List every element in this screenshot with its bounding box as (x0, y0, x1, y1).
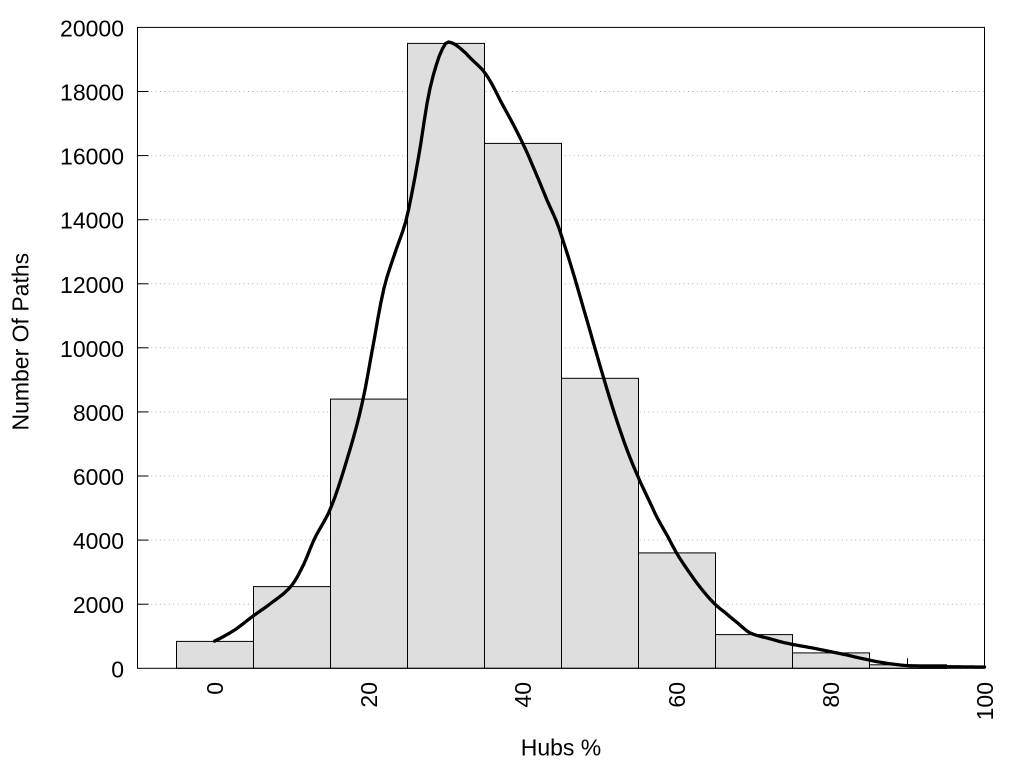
svg-text:40: 40 (510, 682, 536, 708)
svg-text:14000: 14000 (60, 208, 124, 234)
svg-text:Hubs %: Hubs % (521, 735, 602, 761)
svg-text:60: 60 (664, 682, 690, 708)
svg-text:18000: 18000 (60, 80, 124, 106)
svg-text:12000: 12000 (60, 272, 124, 298)
svg-text:2000: 2000 (73, 592, 124, 618)
svg-text:6000: 6000 (73, 464, 124, 490)
svg-text:8000: 8000 (73, 400, 124, 426)
svg-text:Number Of Paths: Number Of Paths (8, 253, 34, 431)
svg-text:20000: 20000 (60, 15, 124, 41)
svg-text:0: 0 (111, 656, 124, 682)
svg-text:16000: 16000 (60, 144, 124, 170)
svg-text:4000: 4000 (73, 528, 124, 554)
svg-text:80: 80 (818, 682, 844, 708)
svg-text:0: 0 (202, 682, 228, 695)
svg-text:100: 100 (972, 682, 998, 720)
svg-text:20: 20 (356, 682, 382, 708)
svg-text:10000: 10000 (60, 336, 124, 362)
